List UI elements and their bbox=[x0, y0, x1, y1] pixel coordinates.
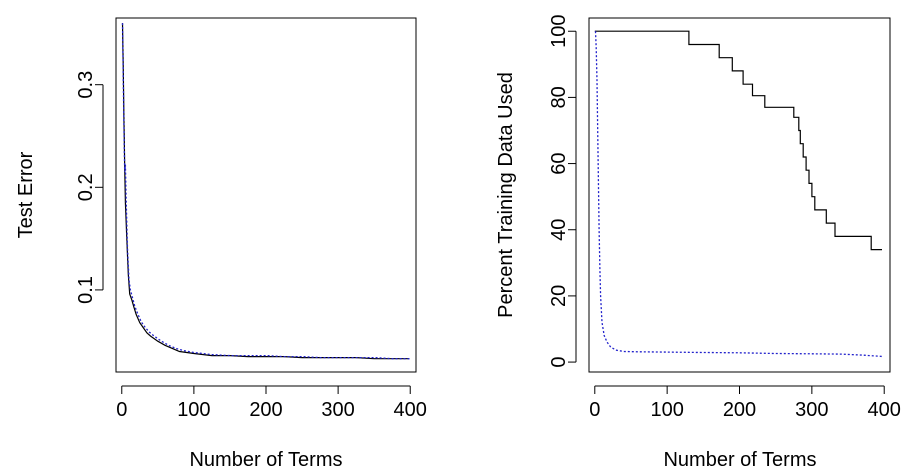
y-tick-label: 100 bbox=[548, 15, 570, 48]
plot-frame bbox=[115, 17, 417, 373]
y-tick-label: 80 bbox=[548, 86, 570, 108]
y-tick-label: 60 bbox=[548, 152, 570, 174]
y-tick-label: 0.1 bbox=[75, 276, 97, 304]
y-tick-label: 0 bbox=[548, 357, 570, 368]
x-tick-label: 100 bbox=[650, 399, 683, 421]
y-tick-label: 20 bbox=[548, 285, 570, 307]
series-line-1 bbox=[121, 23, 410, 360]
x-tick-label: 300 bbox=[321, 399, 354, 421]
x-axis-label: Number of Terms bbox=[663, 449, 816, 471]
series-lines bbox=[594, 30, 883, 358]
x-axis: 0 100 200 300 400 bbox=[589, 385, 901, 421]
x-tick-label: 300 bbox=[795, 399, 828, 421]
y-axis-label: Percent Training Data Used bbox=[495, 72, 517, 318]
series-line-1 bbox=[594, 31, 883, 358]
x-tick-label: 0 bbox=[116, 399, 127, 421]
test-error-panel: 0 100 200 300 400 0.10.20.3 Number of Terms … bbox=[15, 17, 427, 471]
y-axis: 0.1 0.2 0.3 bbox=[75, 71, 104, 304]
x-tick-label: 100 bbox=[177, 399, 210, 421]
x-axis: 0 100 200 300 400 bbox=[116, 385, 427, 421]
x-tick-label: 400 bbox=[394, 399, 427, 421]
plot-frame bbox=[588, 17, 891, 373]
x-tick-label: 0 bbox=[589, 399, 600, 421]
training-data-panel: 0 100 200 300 400 0 20 40 60 80 100 Number of Ter… bbox=[495, 15, 901, 471]
x-tick-label: 400 bbox=[868, 399, 901, 421]
y-axis-label: Test Error bbox=[15, 151, 37, 238]
y-tick-label: 0.2 bbox=[75, 173, 97, 201]
series-lines bbox=[121, 23, 410, 360]
x-axis-label: Number of Terms bbox=[189, 449, 342, 471]
series-line-0 bbox=[594, 30, 882, 251]
x-tick-label: 200 bbox=[249, 399, 282, 421]
series-line-0 bbox=[121, 23, 410, 360]
x-tick-label: 200 bbox=[723, 399, 756, 421]
y-tick-label: 0.3 bbox=[75, 71, 97, 99]
y-axis: 0 20 40 60 80 100 bbox=[548, 15, 577, 368]
y-tick-label: 40 bbox=[548, 219, 570, 241]
